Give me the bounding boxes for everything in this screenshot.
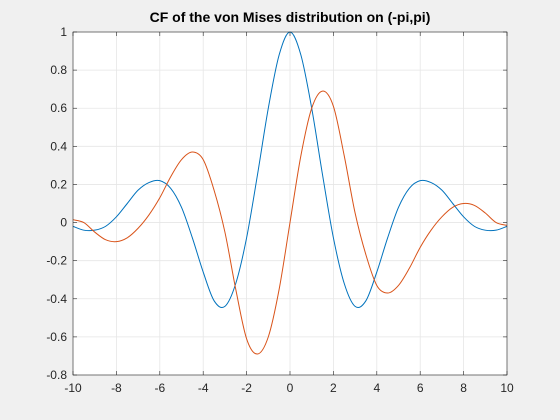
y-tick-label: -0.2 (46, 254, 67, 268)
x-tick-label: 8 (460, 381, 467, 395)
y-tick-label: 0.2 (50, 177, 67, 191)
x-tick-label: 6 (417, 381, 424, 395)
x-tick-label: -2 (241, 381, 252, 395)
x-tick-label: 0 (287, 381, 294, 395)
y-tick-label: -0.8 (46, 368, 67, 382)
x-tick-label: -6 (154, 381, 165, 395)
series-line-2 (72, 90, 508, 355)
x-tick-label: -4 (198, 381, 209, 395)
y-tick-label: 0.8 (50, 63, 67, 77)
x-tick-label: -10 (64, 381, 82, 395)
y-tick-label: -0.4 (46, 292, 67, 306)
x-tick-label: -8 (111, 381, 122, 395)
y-tick-label: -0.6 (46, 330, 67, 344)
y-tick-label: 1 (60, 25, 67, 39)
y-tick-labels: -0.8 -0.6 -0.4 -0.2 0 0.2 0.4 0.6 0.8 1 (46, 25, 67, 382)
x-tick-label: 4 (373, 381, 380, 395)
chart-title: CF of the von Mises distribution on (-pi… (150, 9, 431, 25)
y-tick-label: 0 (60, 216, 67, 230)
y-tick-label: 0.6 (50, 101, 67, 115)
x-tick-labels: -10 -8 -6 -4 -2 0 2 4 6 8 10 (64, 381, 514, 395)
x-tick-label: 10 (500, 381, 514, 395)
ticks (72, 31, 508, 376)
y-tick-label: 0.4 (50, 139, 67, 153)
x-tick-label: 2 (330, 381, 337, 395)
